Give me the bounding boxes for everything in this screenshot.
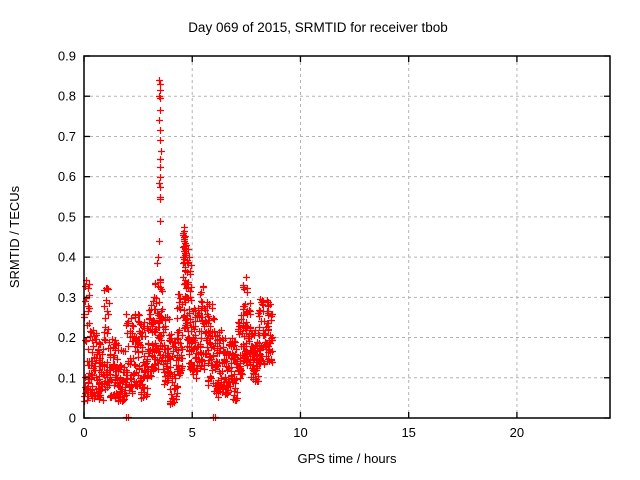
x-tick-label: 5 [189, 425, 196, 440]
y-tick-label: 0.3 [58, 290, 76, 305]
y-tick-label: 0.6 [58, 169, 76, 184]
x-tick-label: 0 [80, 425, 87, 440]
y-tick-label: 0.5 [58, 209, 76, 224]
y-axis-label: SRMTID / TECUs [7, 185, 22, 288]
y-tick-label: 0.8 [58, 89, 76, 104]
y-tick-label: 0.7 [58, 129, 76, 144]
x-axis-label: GPS time / hours [298, 451, 397, 466]
y-tick-label: 0 [69, 411, 76, 426]
x-tick-label: 15 [401, 425, 415, 440]
data-points [81, 77, 276, 421]
x-tick-label: 20 [510, 425, 524, 440]
grid-lines [84, 56, 610, 418]
y-tick-label: 0.1 [58, 370, 76, 385]
plot-border [83, 55, 611, 419]
axis-tick-labels: 0 5 10 15 20 0 0.1 0.2 0.3 0.4 0.5 0.6 0.7 0.8 0.9 [58, 49, 524, 441]
x-tick-label: 10 [293, 425, 307, 440]
y-tick-label: 0.4 [58, 250, 76, 265]
chart-title: Day 069 of 2015, SRMTID for receiver tbo… [188, 20, 448, 35]
y-tick-label: 0.2 [58, 330, 76, 345]
y-tick-label: 0.9 [58, 49, 76, 64]
